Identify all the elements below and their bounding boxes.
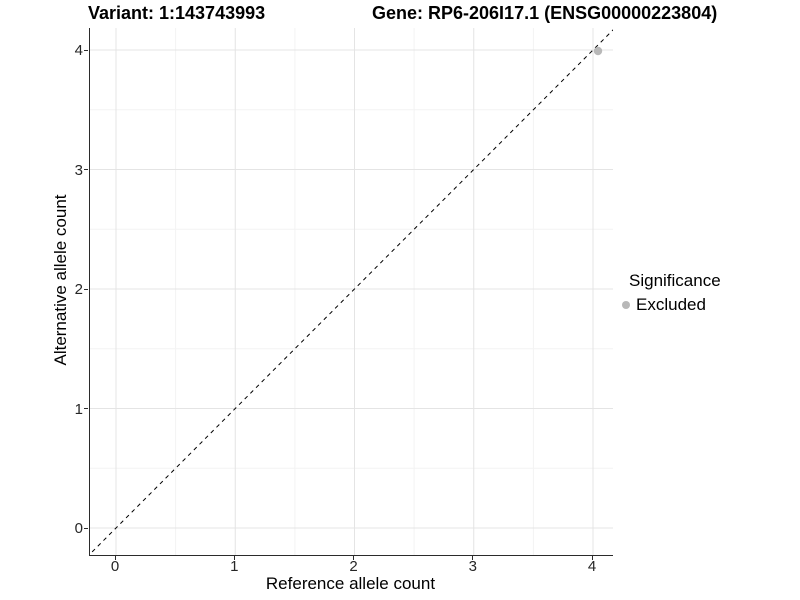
y-tick-label: 4 <box>74 42 83 59</box>
legend: Significance Excluded <box>617 271 721 315</box>
y-tick-label: 1 <box>74 400 83 418</box>
y-tick-mark <box>84 527 88 529</box>
y-axis-title: Alternative allele count <box>51 194 70 366</box>
data-point <box>593 46 603 56</box>
legend-item-excluded: Excluded <box>617 295 721 315</box>
x-tick-mark <box>591 556 593 560</box>
x-axis-title: Reference allele count <box>265 574 436 593</box>
variant-title: Variant: 1:143743993 <box>88 3 266 23</box>
gene-title: Gene: RP6-206I17.1 (ENSG00000223804) <box>372 3 718 23</box>
legend-key <box>617 301 634 309</box>
x-tick-label: 2 <box>349 558 358 575</box>
y-tick-mark <box>84 169 88 170</box>
legend-item-label: Excluded <box>636 295 706 314</box>
x-tick-label: 3 <box>468 558 477 575</box>
excluded-point-icon <box>621 301 630 309</box>
y-tick-label: 0 <box>74 520 83 537</box>
x-tick-mark <box>472 556 474 560</box>
x-tick-mark <box>353 556 354 560</box>
y-tick-mark <box>84 408 88 409</box>
y-tick-label: 3 <box>74 161 83 179</box>
plot-panel <box>89 28 613 556</box>
legend-title: Significance <box>629 271 721 290</box>
identity-dashed-line <box>91 29 613 553</box>
x-tick-mark <box>114 556 116 560</box>
y-tick-mark <box>84 288 88 290</box>
x-tick-label: 0 <box>110 558 120 575</box>
plot-canvas <box>90 28 613 555</box>
y-tick-mark <box>84 49 88 51</box>
y-tick-label: 2 <box>74 281 83 298</box>
x-tick-mark <box>233 556 235 560</box>
x-tick-label: 1 <box>230 558 239 575</box>
x-tick-label: 4 <box>587 558 597 575</box>
